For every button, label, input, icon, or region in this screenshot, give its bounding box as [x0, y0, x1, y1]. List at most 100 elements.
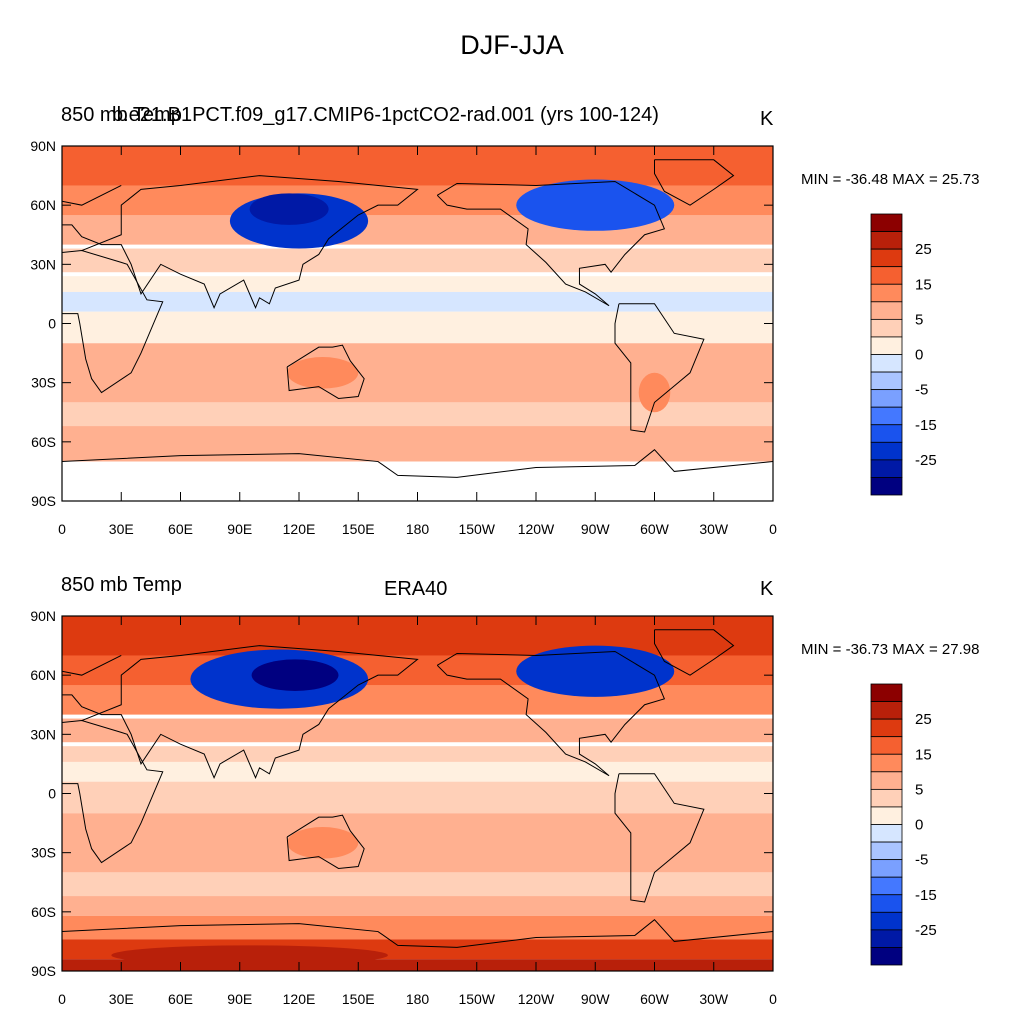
lon-label: 0	[58, 991, 66, 1007]
contour-band	[62, 761, 773, 782]
colorbar-label: 25	[915, 241, 932, 258]
contour-blob	[516, 645, 675, 697]
coastline	[62, 645, 419, 780]
lon-label: 30W	[699, 521, 729, 537]
colorbar-label: 15	[915, 746, 932, 763]
lat-label: 90S	[31, 493, 56, 509]
lat-label: 30S	[31, 845, 56, 861]
colorbar-box	[870, 213, 903, 232]
contour-blob	[638, 372, 671, 413]
lon-label: 150E	[342, 521, 375, 537]
colorbar-box	[870, 283, 903, 303]
lon-label: 120E	[283, 521, 316, 537]
colorbar-box	[870, 459, 903, 478]
lon-label: 60W	[640, 991, 670, 1007]
contour-blob	[287, 357, 359, 389]
colorbar-box	[870, 354, 903, 373]
coastline	[614, 303, 705, 433]
lat-label: 0	[48, 786, 56, 802]
lat-label: 90N	[30, 608, 56, 624]
lon-label: 90E	[227, 521, 252, 537]
lat-label: 0	[48, 316, 56, 332]
colorbar-box	[870, 859, 903, 878]
contour-band	[62, 746, 773, 762]
colorbar-box	[870, 736, 903, 755]
colorbar-box	[870, 824, 903, 843]
lon-label: 180	[406, 991, 430, 1007]
lon-label: 150W	[458, 521, 495, 537]
colorbar-box	[870, 336, 903, 355]
lon-label: 60E	[168, 991, 193, 1007]
contour-blob	[249, 193, 329, 225]
colorbar-box	[870, 266, 903, 285]
colorbar-box	[870, 477, 903, 496]
colorbar-box	[870, 371, 903, 391]
coastline	[62, 175, 419, 310]
coastline	[62, 919, 773, 948]
colorbar-label: 0	[915, 817, 923, 834]
contour-band	[62, 872, 773, 897]
colorbar-box	[870, 683, 903, 702]
colorbar-label: 25	[915, 711, 932, 728]
lat-label: 30S	[31, 375, 56, 391]
panel-1-units: K	[760, 108, 774, 130]
panel-2-left-title: 850 mb Temp	[61, 574, 182, 596]
colorbar-box	[870, 788, 903, 808]
lon-label: 150W	[458, 991, 495, 1007]
colorbar-box	[870, 406, 903, 426]
lon-label: 0	[769, 521, 777, 537]
colorbar-label: 5	[915, 781, 923, 798]
contour-band	[62, 215, 773, 245]
contour-band	[62, 311, 773, 344]
lat-label: 60N	[30, 197, 56, 213]
coastline	[62, 694, 164, 864]
coastline	[286, 814, 365, 869]
colorbar-box	[870, 894, 903, 913]
contour-band	[62, 813, 773, 873]
contour-band	[62, 896, 773, 916]
lon-label: 120W	[518, 521, 555, 537]
coastline	[654, 159, 735, 206]
panel-1-map	[62, 146, 773, 501]
lon-label: 90W	[581, 991, 611, 1007]
missing-data-mask	[62, 461, 773, 501]
contour-band	[62, 426, 773, 466]
colorbar-box	[870, 301, 903, 320]
lon-label: 30E	[109, 991, 134, 1007]
coastline	[436, 180, 666, 307]
panel-2-center-title: ERA40	[384, 578, 448, 600]
lon-label: 30E	[109, 521, 134, 537]
colorbar-label: 5	[915, 311, 923, 328]
coastline	[436, 650, 666, 777]
lat-label: 90N	[30, 138, 56, 154]
colorbar-box	[870, 841, 903, 861]
colorbar-box	[870, 701, 903, 720]
contour-band	[62, 402, 773, 427]
colorbar-box	[870, 318, 903, 338]
coastline	[62, 224, 164, 394]
contour-band	[62, 276, 773, 292]
panel-1-left-title: 850 mb Temp	[61, 104, 182, 126]
colorbar-box	[870, 911, 903, 931]
coastline	[654, 629, 735, 676]
lon-label: 90W	[581, 521, 611, 537]
lon-label: 60W	[640, 521, 670, 537]
lat-label: 90S	[31, 963, 56, 979]
contour-band	[62, 915, 773, 940]
contour-blob	[287, 827, 359, 859]
panel-1-center-title: b.e21.B1PCT.f09_g17.CMIP6-1pctCO2-rad.00…	[112, 104, 659, 126]
contour-blob	[516, 179, 675, 231]
colorbar-box	[870, 231, 903, 250]
colorbar-label: -5	[915, 852, 928, 869]
colorbar-label: -25	[915, 452, 937, 469]
coastline	[286, 344, 365, 399]
colorbar-label: -25	[915, 922, 937, 939]
panel-2-min-max: MIN = -36.73 MAX = 27.98	[801, 641, 980, 658]
lat-label: 30N	[30, 726, 56, 742]
coastline	[62, 449, 773, 478]
colorbar-label: -15	[915, 417, 937, 434]
colorbar-label: 15	[915, 276, 932, 293]
colorbar-box	[870, 718, 903, 738]
colorbar-label: 0	[915, 347, 923, 364]
